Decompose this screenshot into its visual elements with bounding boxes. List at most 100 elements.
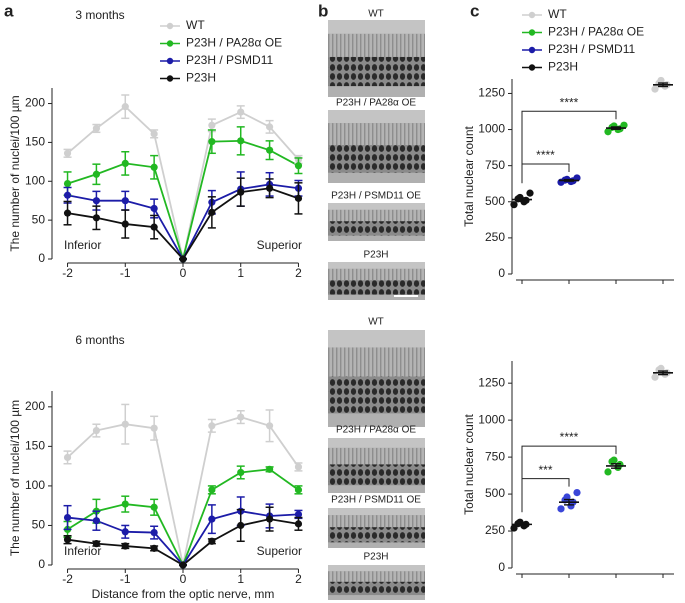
image-layer	[328, 571, 425, 582]
image-caption: P23H / PA28α OE	[336, 98, 416, 109]
image-layer	[328, 268, 425, 281]
dot	[616, 460, 624, 469]
legend-marker	[166, 40, 174, 47]
dot	[657, 76, 665, 85]
mean-sem	[653, 370, 673, 376]
point	[63, 180, 72, 188]
point	[237, 413, 245, 421]
point	[121, 103, 129, 111]
y-tick-label: 200	[25, 399, 45, 413]
legend-label: P23H / PSMD11	[548, 42, 635, 56]
annotation: Superior	[257, 238, 302, 252]
x-tick-label: 0	[180, 266, 187, 280]
legend-marker	[166, 22, 174, 30]
point	[294, 162, 303, 170]
mean-sem	[559, 178, 579, 182]
point	[265, 515, 274, 523]
y-tick-label: 1000	[478, 122, 505, 136]
mean-sem	[606, 126, 626, 130]
y-tick-label: 1250	[478, 86, 505, 100]
series-line	[66, 105, 300, 260]
point	[237, 188, 245, 196]
image-layer	[328, 209, 425, 222]
x-axis-label: Distance from the optic nerve, mm	[92, 587, 275, 601]
image-layer	[328, 294, 425, 300]
point	[179, 561, 187, 569]
image-layer	[328, 376, 425, 414]
point	[265, 184, 274, 192]
significance-label: ***	[538, 463, 552, 477]
x-tick-label: -2	[62, 572, 73, 586]
dot	[563, 493, 571, 501]
image-layer	[328, 123, 425, 146]
mean-sem	[559, 498, 579, 506]
image-layer	[328, 86, 425, 97]
x-tick-label: 2	[295, 572, 302, 586]
point	[150, 163, 158, 171]
dot	[657, 364, 665, 372]
image-layer	[328, 485, 425, 493]
image-layer	[328, 542, 425, 548]
point	[92, 426, 101, 435]
dot	[573, 488, 581, 497]
point	[179, 255, 187, 263]
point	[63, 191, 72, 199]
image-layer	[328, 595, 425, 600]
significance-bracket	[521, 110, 617, 184]
image-layer	[328, 145, 425, 173]
point	[63, 149, 72, 157]
point	[237, 108, 245, 116]
chart-title: 6 months	[75, 333, 124, 347]
y-tick-label: 50	[32, 518, 46, 532]
point	[208, 537, 216, 545]
point	[121, 220, 129, 228]
legend-label: P23H	[186, 71, 216, 85]
legend-label: P23H / PA28α OE	[186, 36, 282, 50]
image-layer	[328, 172, 425, 183]
dot	[526, 189, 534, 197]
point	[92, 197, 101, 205]
y-tick-label: 500	[485, 194, 505, 208]
significance-label: ****	[560, 430, 579, 444]
legend-marker	[528, 11, 536, 19]
mean-sem	[512, 197, 532, 203]
image-layer	[328, 203, 425, 210]
image-caption: P23H / PA28α OE	[336, 425, 416, 436]
point	[150, 130, 158, 138]
y-tick-label: 50	[32, 212, 46, 226]
annotation: Inferior	[64, 238, 101, 252]
y-tick-label: 150	[25, 439, 45, 453]
point	[92, 124, 101, 133]
legend-marker	[528, 29, 536, 36]
point	[237, 137, 245, 145]
mean-sem	[606, 463, 626, 469]
image-layer	[328, 280, 425, 295]
image-layer	[328, 508, 425, 516]
y-tick-label: 500	[485, 486, 505, 500]
panel-label: c	[470, 1, 479, 20]
point	[208, 486, 216, 494]
image-layer	[328, 347, 425, 377]
point	[265, 465, 274, 473]
point	[208, 208, 216, 216]
point	[265, 123, 274, 131]
y-tick-label: 100	[25, 478, 45, 492]
point	[237, 468, 245, 477]
point	[150, 503, 158, 511]
annotation: Superior	[257, 544, 302, 558]
image-layer	[328, 235, 425, 241]
chart-title: 3 months	[75, 8, 124, 22]
point	[208, 422, 216, 430]
y-tick-label: 1000	[478, 412, 505, 426]
y-tick-label: 250	[485, 523, 505, 537]
point	[208, 515, 216, 523]
image-layer	[328, 56, 425, 87]
point	[150, 544, 158, 552]
legend-marker	[166, 57, 174, 65]
image-layer	[328, 515, 425, 528]
y-axis-label: The number of nuclei/100 µm	[8, 95, 22, 251]
mean-sem	[653, 82, 673, 88]
image-layer	[328, 20, 425, 34]
point	[265, 422, 274, 430]
dot	[510, 201, 518, 209]
